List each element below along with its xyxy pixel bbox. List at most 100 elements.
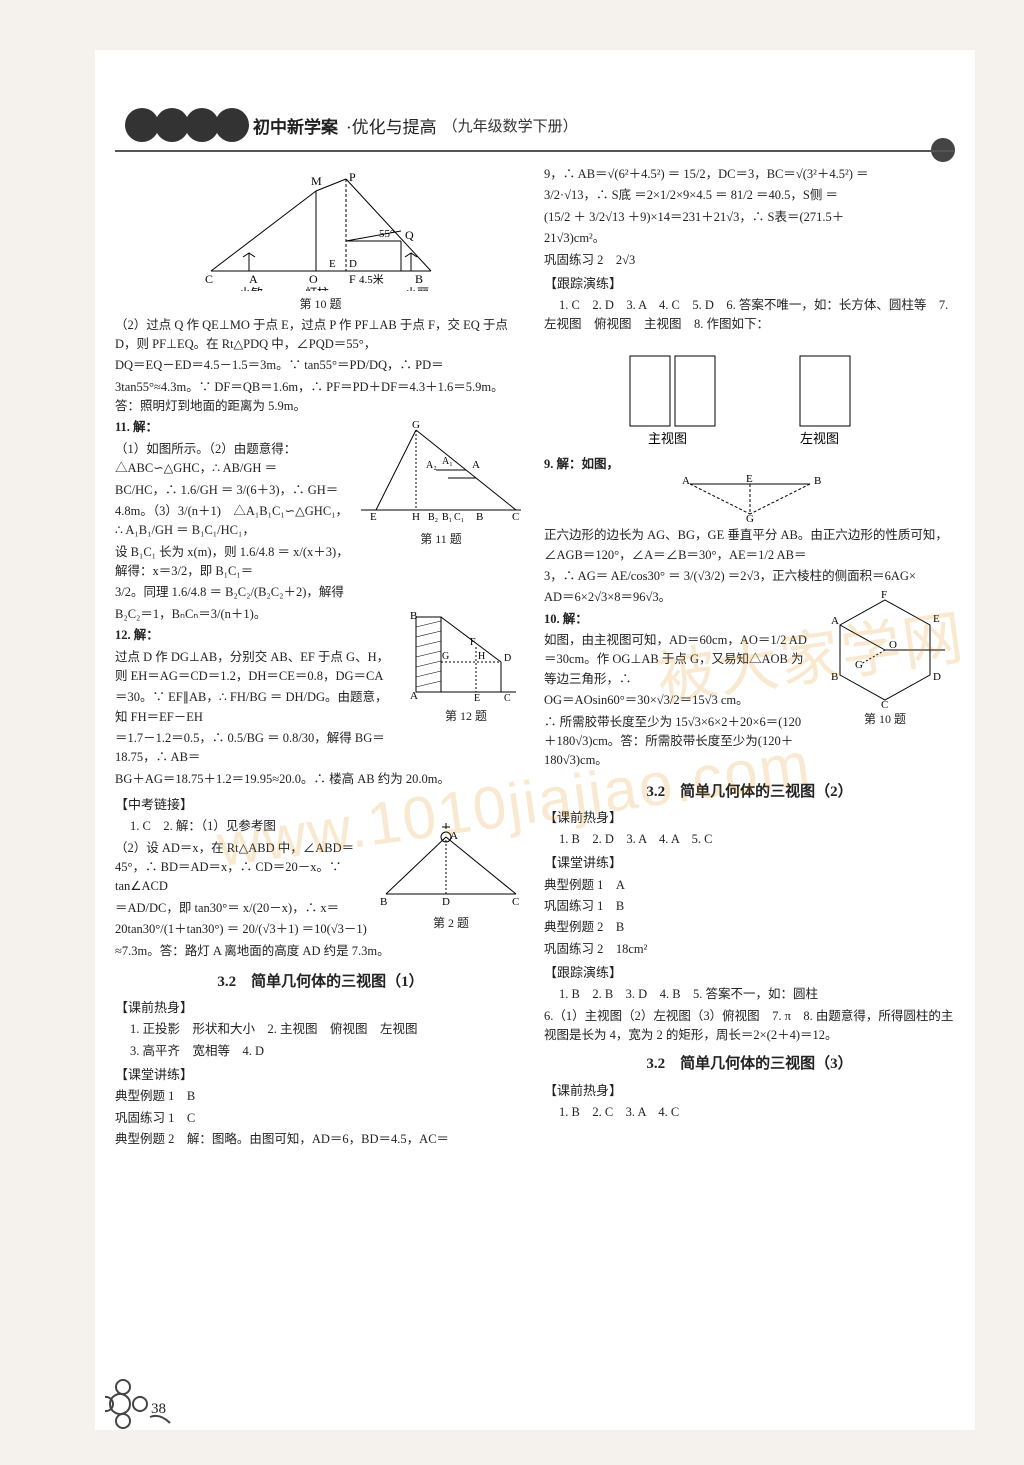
p12c: ＝1.7－1.2＝0.5，∴ 0.5/BG ＝ 0.8/30，解得 BG＝18.… <box>115 729 526 768</box>
r-gz2a: 1. B 2. B 3. D 4. B 5. 答案不一，如：圆柱 <box>544 985 955 1004</box>
svg-text:O: O <box>309 272 318 286</box>
svg-text:B: B <box>410 610 417 622</box>
svg-text:B: B <box>476 511 483 523</box>
r-top4: 21√3)cm²。 <box>544 229 955 248</box>
svg-text:4.5米: 4.5米 <box>359 273 384 286</box>
views-figure: 主视图 左视图 <box>544 341 955 451</box>
r-kq2a: 1. B 2. D 3. A 4. A 5. C <box>544 830 955 849</box>
svg-text:C: C <box>512 896 519 908</box>
svg-text:A: A <box>410 690 418 702</box>
svg-text:小敏: 小敏 <box>239 285 263 291</box>
kq2: 3. 高平齐 宽相等 4. D <box>115 1042 526 1061</box>
svg-text:B: B <box>831 671 838 683</box>
svg-text:C: C <box>881 699 888 710</box>
r-kqrs3: 【课前热身】 <box>544 1081 955 1101</box>
svg-text:B: B <box>380 896 387 908</box>
svg-text:B: B <box>814 475 821 487</box>
caption-12: 第 12 题 <box>406 707 526 726</box>
ktjl-head: 【课堂讲练】 <box>115 1065 526 1085</box>
r-kqrs2: 【课前热身】 <box>544 808 955 828</box>
r-dx22: 典型例题 2 B <box>544 918 955 937</box>
section-321: 3.2 简单几何体的三视图（1） <box>115 971 526 994</box>
svg-text:A: A <box>249 272 258 286</box>
p12head: 12. 解： <box>115 628 159 642</box>
right-column: 9，∴ AB＝√(6²＋4.5²) ＝ 15/2，DC＝3，BC＝√(3²＋4.… <box>544 165 955 1400</box>
r-p9b: 3，∴ AG＝ AE/cos30° ＝ 3/(√3/2) ＝2√3，正六棱柱的侧… <box>544 567 955 586</box>
r-top1: 9，∴ AB＝√(6²＋4.5²) ＝ 15/2，DC＝3，BC＝√(3²＋4.… <box>544 165 955 184</box>
svg-text:H: H <box>478 651 485 662</box>
svg-text:左视图: 左视图 <box>800 431 839 446</box>
svg-text:G: G <box>855 659 863 671</box>
logo-dot <box>125 108 159 142</box>
svg-text:C₁: C₁ <box>454 512 464 523</box>
r-gg21: 巩固练习 1 B <box>544 897 955 916</box>
r-top3: (15/2 ＋ 3/2√13 ＋9)×14＝231＋21√3，∴ S表＝(271… <box>544 208 955 227</box>
p11e: 3/2。同理 1.6/4.8 ＝ B₂C₂/(B₂C₂＋2)，解得 <box>115 583 526 602</box>
svg-text:D: D <box>442 896 450 908</box>
svg-text:C: C <box>504 693 511 704</box>
svg-text:D: D <box>933 671 941 683</box>
figure-10b: E F A B C D O G 第 10 题 <box>815 590 955 731</box>
page-number: 38 <box>151 1401 166 1418</box>
svg-text:主视图: 主视图 <box>648 431 687 446</box>
r-kq3a: 1. B 2. C 3. A 4. C <box>544 1103 955 1122</box>
zk5: ≈7.3m。答：路灯 A 离地面的高度 AD 约是 7.3m。 <box>115 942 526 961</box>
svg-text:A: A <box>682 475 690 487</box>
header-rule <box>115 150 955 152</box>
label-M: M <box>311 174 322 188</box>
svg-text:B₁: B₁ <box>442 512 452 523</box>
svg-text:F: F <box>881 590 887 601</box>
r-dx21: 典型例题 1 A <box>544 876 955 895</box>
svg-text:E: E <box>474 693 480 704</box>
p10a: （2）过点 Q 作 QE⊥MO 于点 E，过点 P 作 PF⊥AB 于点 F，交… <box>115 316 526 355</box>
svg-text:灯柱: 灯柱 <box>305 285 329 291</box>
figure-zk2: A B D C 第 2 题 <box>376 819 526 935</box>
svg-text:C: C <box>512 511 519 523</box>
kq1: 1. 正投影 形状和大小 2. 主视图 俯视图 左视图 <box>115 1020 526 1039</box>
svg-text:E: E <box>370 511 377 523</box>
p10b: DQ＝EQ－ED＝4.5－1.5＝3m。∵ tan55°＝PD/DQ，∴ PD＝ <box>115 356 526 375</box>
svg-text:Q: Q <box>405 228 414 242</box>
svg-text:B: B <box>415 272 423 286</box>
logo-dot <box>185 108 219 142</box>
r-p9a: 正六边形的边长为 AG、BG，GE 垂直平分 AB。由正六边形的性质可知，∠AG… <box>544 526 955 565</box>
svg-text:E: E <box>329 258 336 270</box>
figure-9: A E B G <box>544 472 955 522</box>
svg-text:G: G <box>412 420 420 431</box>
logo-dot <box>215 108 249 142</box>
r-gz1: 1. C 2. D 3. A 4. C 5. D 6. 答案不唯一，如：长方体、… <box>544 296 955 335</box>
svg-text:A: A <box>472 459 480 471</box>
figure-10: M P C A O E D F Q B 55° 4.5米 小敏 灯柱 小丽 <box>115 171 526 291</box>
svg-text:小丽: 小丽 <box>405 286 429 291</box>
figure-12: B A G F H D E C 第 12 题 <box>406 607 526 728</box>
content-area: M P C A O E D F Q B 55° 4.5米 小敏 灯柱 小丽 <box>115 165 955 1400</box>
r-ktjl2: 【课堂讲练】 <box>544 853 955 873</box>
p12d: BG＋AG＝18.75＋1.2＝19.95≈20.0。∴ 楼高 AB 约为 20… <box>115 770 526 789</box>
r-gg22: 巩固练习 2 18cm² <box>544 940 955 959</box>
svg-text:55°: 55° <box>379 228 394 240</box>
brand-subtitle: ·优化与提高 <box>346 113 437 138</box>
caption-zk2: 第 2 题 <box>376 914 526 933</box>
svg-text:H: H <box>412 511 420 523</box>
dx2: 典型例题 2 解：图略。由图可知，AD＝6，BD＝4.5，AC＝ <box>115 1130 526 1149</box>
svg-text:E: E <box>933 613 940 625</box>
svg-text:B₂: B₂ <box>428 512 438 523</box>
caption-11: 第 11 题 <box>356 530 526 549</box>
r-gg2: 巩固练习 2 2√3 <box>544 251 955 270</box>
gg1: 巩固练习 1 C <box>115 1109 526 1128</box>
svg-text:D: D <box>504 653 511 664</box>
svg-text:P: P <box>349 171 356 184</box>
svg-text:G: G <box>746 513 754 522</box>
figure-11: G E H B₂ B₁ C₁ B C A₂ A₁ A 第 11 题 <box>356 420 526 551</box>
r-p9head: 9. 解：如图， <box>544 457 619 471</box>
caption-10b: 第 10 题 <box>815 710 955 729</box>
svg-text:A₁: A₁ <box>442 456 453 467</box>
svg-text:E: E <box>746 473 753 485</box>
page-header: 初中新学案 ·优化与提高 （九年级数学下册） <box>95 105 975 145</box>
caption-10: 第 10 题 <box>115 295 526 314</box>
dx1: 典型例题 1 B <box>115 1087 526 1106</box>
r-top2: 3/2·√13，∴ S底 ＝2×1/2×9×4.5 ＝ 81/2 ＝40.5，S… <box>544 186 955 205</box>
p10c: 3tan55°≈4.3m。∵ DF＝QB＝1.6m，∴ PF＝PD＋DF＝4.3… <box>115 378 526 417</box>
section-323: 3.2 简单几何体的三视图（3） <box>544 1053 955 1076</box>
svg-text:G: G <box>442 651 449 662</box>
